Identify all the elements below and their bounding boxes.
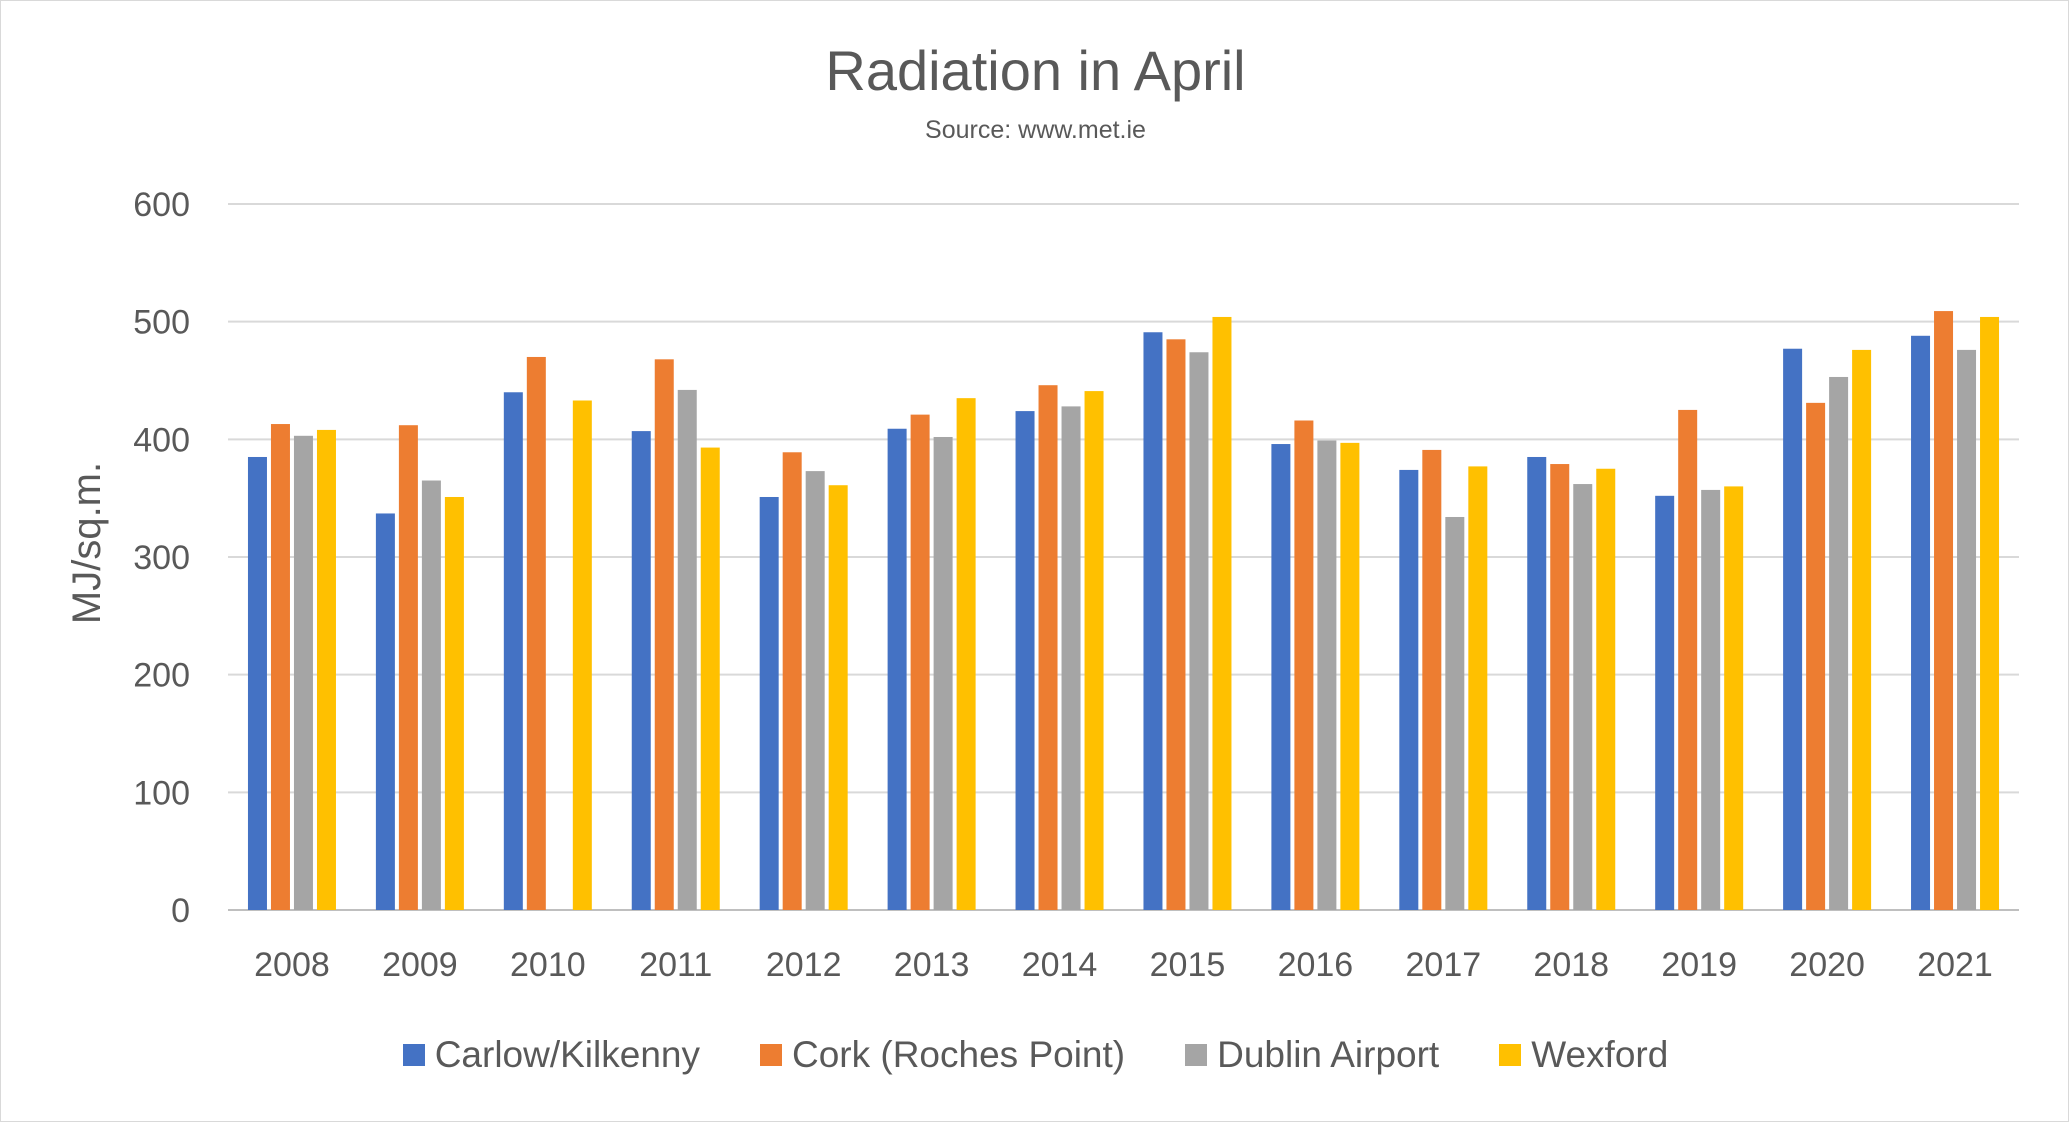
axes: 0 100 200 300 400 500 600 2008 2009 2010 2011 2012 2… — [133, 186, 1993, 984]
bar — [1340, 442, 1360, 910]
bar — [1724, 486, 1744, 910]
chart-title: Radiation in April — [825, 39, 1246, 102]
bar — [1911, 335, 1931, 911]
bar — [1678, 409, 1698, 910]
legend-item: Cork (Roches Point) — [759, 1034, 1126, 1076]
x-tick-label: 2021 — [1917, 946, 1993, 984]
bar — [247, 456, 267, 910]
bar — [1783, 348, 1803, 911]
bar — [1084, 391, 1104, 911]
y-tick-label: 100 — [133, 774, 190, 812]
bar — [1934, 311, 1954, 910]
legend-label: Carlow/Kilkenny — [434, 1034, 700, 1075]
bar — [1829, 376, 1849, 911]
legend-label: Dublin Airport — [1217, 1034, 1440, 1075]
bar — [1422, 449, 1442, 910]
x-tick-label: 2017 — [1406, 946, 1482, 984]
bar — [805, 471, 825, 910]
legend-swatch — [1185, 1044, 1208, 1066]
bar — [1573, 484, 1593, 910]
y-tick-label: 500 — [133, 304, 190, 342]
bar — [1806, 402, 1826, 910]
bar — [1655, 495, 1675, 910]
bar — [1189, 352, 1209, 910]
bar — [1294, 420, 1314, 910]
bar — [654, 359, 674, 910]
bar — [1701, 489, 1721, 910]
y-axis-label: MJ/sq.m. — [65, 462, 109, 624]
bar — [1550, 464, 1570, 910]
bar — [677, 389, 697, 910]
y-tick-label: 300 — [133, 539, 190, 577]
bar — [1015, 411, 1035, 910]
bar — [444, 496, 464, 910]
bar — [526, 356, 546, 910]
bar — [1166, 339, 1186, 911]
bar — [1038, 385, 1058, 910]
x-tick-label: 2014 — [1022, 946, 1098, 984]
bar — [1271, 444, 1291, 910]
legend-swatch — [402, 1044, 425, 1066]
chart-subtitle: Source: www.met.ie — [925, 116, 1146, 144]
gridlines — [228, 203, 2019, 911]
bar — [503, 392, 523, 910]
x-tick-label: 2010 — [510, 946, 586, 984]
bar — [1061, 406, 1081, 910]
bar — [1527, 456, 1547, 910]
bar — [1399, 469, 1419, 910]
x-tick-label: 2008 — [254, 946, 330, 984]
y-tick-label: 200 — [133, 657, 190, 695]
bar — [1317, 440, 1337, 910]
bar — [1980, 316, 2000, 911]
x-tick-label: 2013 — [894, 946, 970, 984]
x-tick-label: 2012 — [766, 946, 842, 984]
bar — [1445, 516, 1465, 910]
legend-item: Carlow/Kilkenny — [402, 1034, 700, 1076]
bar — [828, 485, 848, 910]
x-tick-label: 2019 — [1661, 946, 1737, 984]
y-tick-label: 0 — [171, 892, 190, 930]
bar — [270, 424, 290, 910]
x-tick-label: 2016 — [1278, 946, 1354, 984]
bar — [933, 436, 953, 910]
x-tick-label: 2015 — [1150, 946, 1226, 984]
x-tick-label: 2020 — [1789, 946, 1865, 984]
bar — [956, 398, 976, 910]
bar — [782, 452, 802, 910]
bar — [572, 400, 592, 910]
y-tick-label: 400 — [133, 421, 190, 459]
bar — [759, 496, 779, 910]
legend-item: Wexford — [1499, 1034, 1668, 1076]
legend-swatch — [1499, 1044, 1522, 1066]
x-tick-label: 2018 — [1533, 946, 1609, 984]
bar — [1957, 349, 1977, 910]
legend-label: Cork (Roches Point) — [791, 1034, 1126, 1075]
legend-label: Wexford — [1531, 1034, 1669, 1075]
bar — [316, 429, 336, 910]
bar — [1212, 316, 1232, 911]
bar — [398, 425, 418, 910]
bars — [247, 311, 2000, 911]
legend-item: Dublin Airport — [1185, 1034, 1439, 1076]
bar — [375, 513, 395, 910]
bar — [293, 435, 313, 910]
x-tick-label: 2011 — [639, 946, 712, 984]
bar — [910, 414, 930, 910]
bar — [421, 480, 441, 910]
bar — [1852, 349, 1872, 910]
bar — [1596, 468, 1616, 910]
x-tick-label: 2009 — [382, 946, 458, 984]
y-tick-label: 600 — [133, 186, 190, 224]
bar — [700, 447, 720, 910]
bar — [1468, 466, 1488, 910]
bar — [887, 428, 907, 910]
legend: Carlow/Kilkenny Cork (Roches Point) Dublin… — [0, 1030, 2071, 1080]
bar — [1143, 332, 1163, 910]
legend-swatch — [759, 1044, 782, 1066]
bar — [631, 431, 651, 910]
